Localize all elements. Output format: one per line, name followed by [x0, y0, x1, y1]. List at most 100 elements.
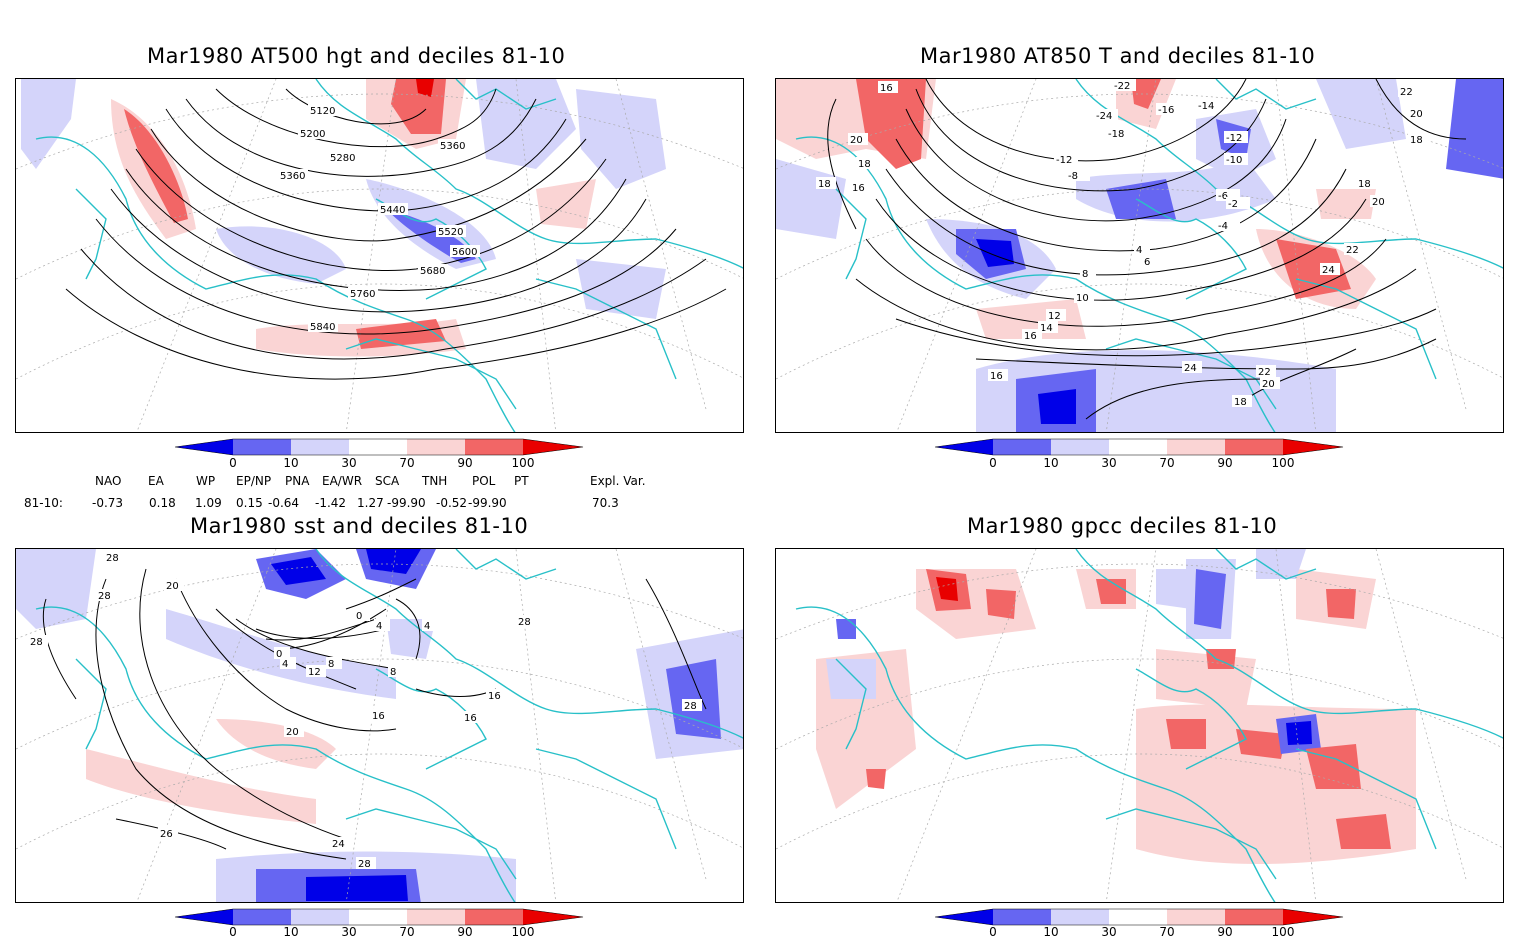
- contour-label: 16: [1024, 331, 1037, 342]
- anomaly-red-mid: [1326, 589, 1356, 619]
- anomaly-red-mid: [391, 79, 446, 134]
- colorbar-tick: 30: [341, 456, 357, 470]
- colorbar-tick: 30: [341, 925, 357, 939]
- colorbar-tick: 100: [1271, 456, 1295, 470]
- contour-label: 16: [990, 371, 1003, 382]
- contour-label: 5280: [330, 153, 355, 164]
- contour-label: 16: [488, 691, 501, 702]
- contour-label: -6: [1218, 191, 1228, 202]
- anomaly-blue-light: [1316, 79, 1406, 149]
- colorbar-tick: 0: [989, 456, 997, 470]
- graticule: [776, 549, 1503, 902]
- map-at850-graphic: 16 20 18 16 18 -22 -24 -18 -16 -14 -12 -…: [776, 79, 1503, 432]
- colorbar-tick: 30: [1101, 925, 1117, 939]
- index-value-tnh: -99.90: [387, 496, 426, 510]
- index-value-pt: -99.90: [468, 496, 507, 510]
- panel-title-at850: Mar1980 AT850 T and deciles 81-10: [920, 44, 1316, 68]
- contour-label: 18: [1234, 397, 1247, 408]
- contour-label: -24: [1096, 111, 1112, 122]
- index-value-epnp: 0.15: [236, 496, 263, 510]
- anomaly-red-mid: [1336, 814, 1391, 849]
- index-header-epnp: EP/NP: [236, 474, 272, 488]
- index-value-sca: 1.27: [357, 496, 384, 510]
- contour-label: 28: [106, 553, 119, 564]
- colorbar-at500: 0 10 30 70 90 100: [174, 437, 585, 477]
- contours: [42, 568, 707, 860]
- anomaly-blue-dark: [1038, 389, 1076, 424]
- graticule: [16, 79, 743, 432]
- anomaly-blue-light: [476, 79, 576, 169]
- colorbar-tick: 100: [1271, 925, 1295, 939]
- contour-label: -10: [1226, 155, 1242, 166]
- anomaly-red-light: [86, 749, 316, 824]
- contour-label: 22: [1346, 245, 1359, 256]
- anomaly-red-light: [216, 719, 336, 769]
- anomaly-red-mid: [1276, 239, 1351, 299]
- colorbar-tick: 100: [511, 925, 535, 939]
- anomaly-blue-dark: [976, 239, 1014, 267]
- index-header-explvar: Expl. Var.: [590, 474, 646, 488]
- index-header-nao: NAO: [95, 474, 122, 488]
- contour-label: 4: [282, 659, 288, 670]
- anomaly-blue-dark: [306, 875, 408, 901]
- contour-label: 18: [818, 179, 831, 190]
- anomaly-red-mid: [856, 79, 926, 169]
- panel-title-gpcc: Mar1980 gpcc deciles 81-10: [967, 514, 1278, 538]
- colorbar-tick: 70: [1159, 925, 1175, 939]
- contour-label: 16: [852, 183, 865, 194]
- anomaly-blue-dark: [366, 549, 421, 574]
- index-value-pol: -0.52: [436, 496, 468, 510]
- colorbar-tick: 70: [399, 925, 415, 939]
- contour-label: 8: [328, 659, 334, 670]
- index-header-tnh: TNH: [422, 474, 448, 488]
- contour-label: 18: [858, 159, 871, 170]
- colorbar-tick: 10: [1043, 456, 1059, 470]
- anomaly-red-mid: [1166, 719, 1206, 749]
- contour-label: 14: [1040, 323, 1053, 334]
- contour-label: 5520: [438, 227, 463, 238]
- contour-labels: 28 28 28 20 0 4 8 12 16 20 24 28 0 4 4 8…: [28, 551, 702, 870]
- index-header-pna: PNA: [285, 474, 310, 488]
- colorbar-tick: 90: [1217, 925, 1233, 939]
- contour-label: 16: [372, 711, 385, 722]
- colorbar-graphic: [934, 908, 1344, 926]
- contour-label: 5120: [310, 106, 335, 117]
- graticule: [16, 549, 743, 902]
- contour-label: 16: [464, 713, 477, 724]
- colorbar-sst: 0 10 30 70 90 100: [174, 907, 585, 940]
- contour-labels: 5120 5200 5280 5360 5360 5440 5520 5600 …: [278, 104, 480, 333]
- colorbar-tick: 0: [229, 925, 237, 939]
- index-header-pol: POL: [472, 474, 496, 488]
- anomaly-blue-light: [216, 226, 346, 284]
- coastlines: [35, 79, 743, 432]
- contour-label: 8: [1082, 269, 1088, 280]
- coastlines: [795, 549, 1503, 902]
- contour-label: 5200: [300, 129, 325, 140]
- contour-label: -12: [1056, 155, 1072, 166]
- index-header-eawr: EA/WR: [322, 474, 363, 488]
- colorbar-graphic: [174, 908, 584, 926]
- contour-label: 20: [1372, 197, 1385, 208]
- colorbar-tick: 90: [457, 925, 473, 939]
- contour-label: -16: [1158, 105, 1174, 116]
- contour-label: 22: [1258, 367, 1271, 378]
- colorbar-tick: 70: [1159, 456, 1175, 470]
- contour-label: 28: [30, 637, 43, 648]
- anomaly-blue-light: [576, 89, 666, 189]
- colorbar-tick: 10: [1043, 925, 1059, 939]
- colorbar-tick: 0: [989, 925, 997, 939]
- map-at500: 5120 5200 5280 5360 5360 5440 5520 5600 …: [15, 78, 744, 433]
- contour-label: 28: [518, 617, 531, 628]
- anomaly-red-dark: [936, 577, 958, 601]
- contour-label: -22: [1114, 81, 1130, 92]
- map-sst: 28 28 28 20 0 4 8 12 16 20 24 28 0 4 4 8…: [15, 548, 744, 903]
- index-header-pt: PT: [514, 474, 529, 488]
- contour-label: 24: [332, 839, 345, 850]
- colorbar-tick: 100: [511, 456, 535, 470]
- contour-labels: 16 20 18 16 18 -22 -24 -18 -16 -14 -12 -…: [816, 79, 1428, 408]
- panel-title-sst: Mar1980 sst and deciles 81-10: [190, 514, 529, 538]
- contour-label: 6: [1144, 257, 1150, 268]
- colorbar-tick: 30: [1101, 456, 1117, 470]
- index-value-ea: 0.18: [149, 496, 176, 510]
- teleconnection-indices: NAO EA WP EP/NP PNA EA/WR SCA TNH POL PT…: [0, 474, 760, 514]
